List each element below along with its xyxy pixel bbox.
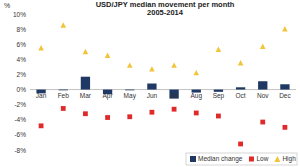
marker [260,43,266,48]
y-tick-label: 10% [13,11,26,18]
bar [147,84,156,90]
x-tick-label: Feb [58,92,70,99]
marker [60,22,66,27]
x-tick-label: Jul [170,92,179,99]
marker [38,45,44,50]
marker [193,70,199,75]
marker [105,115,110,120]
bar [280,84,289,89]
bar [169,90,178,99]
marker [216,114,221,119]
marker [105,53,111,58]
y-tick-label: -8% [14,147,26,154]
bar [81,77,90,90]
marker [216,47,222,52]
legend-swatch [249,157,254,162]
marker [172,107,177,112]
bar [59,89,68,91]
x-tick-label: Oct [236,92,246,99]
marker [83,49,89,54]
marker [39,123,44,128]
marker [194,111,199,116]
legend-label: High [282,155,296,163]
legend-label: Low [256,155,268,162]
x-tick-label: Apr [103,92,114,100]
y-tick-label: 8% [17,26,27,33]
marker [83,111,88,116]
marker [127,114,132,119]
y-tick-label: 6% [17,41,27,48]
subtitle: 2005-2014 [147,8,184,17]
marker [238,142,243,147]
plot-area [36,22,289,146]
bar [258,81,267,89]
y-axis-label: % [4,2,10,9]
marker [150,110,155,115]
y-tick-label: -2% [14,101,26,108]
y-tick-label: 2% [17,71,27,78]
x-tick-label: Nov [257,92,269,99]
marker [171,62,177,67]
y-tick-label: -4% [14,116,26,123]
marker [149,66,155,71]
legend-swatch [190,156,196,162]
x-tick-label: Mar [80,92,92,99]
y-tick-label: -6% [14,131,26,138]
bar [236,87,245,89]
x-tick-label: Jan [36,92,47,99]
legend-box [186,153,297,165]
x-tick-label: Jun [147,92,158,99]
marker [127,62,133,67]
marker [238,60,244,65]
marker [260,120,265,125]
x-tick-label: Dec [279,92,291,99]
legend-label: Median change [198,155,243,163]
chart: USD/JPY median movement per month2005-20… [0,0,300,167]
x-tick-label: Sep [213,92,225,100]
legend: Median change Low High [186,153,297,165]
marker [61,106,66,111]
marker [282,26,288,31]
y-tick-label: 0% [17,86,27,93]
bar [125,89,134,91]
marker [283,125,288,130]
x-tick-label: May [124,92,137,100]
baseline [30,89,296,90]
x-tick-label: Aug [190,92,202,100]
y-tick-label: 4% [17,56,27,63]
legend-swatch [274,156,280,162]
